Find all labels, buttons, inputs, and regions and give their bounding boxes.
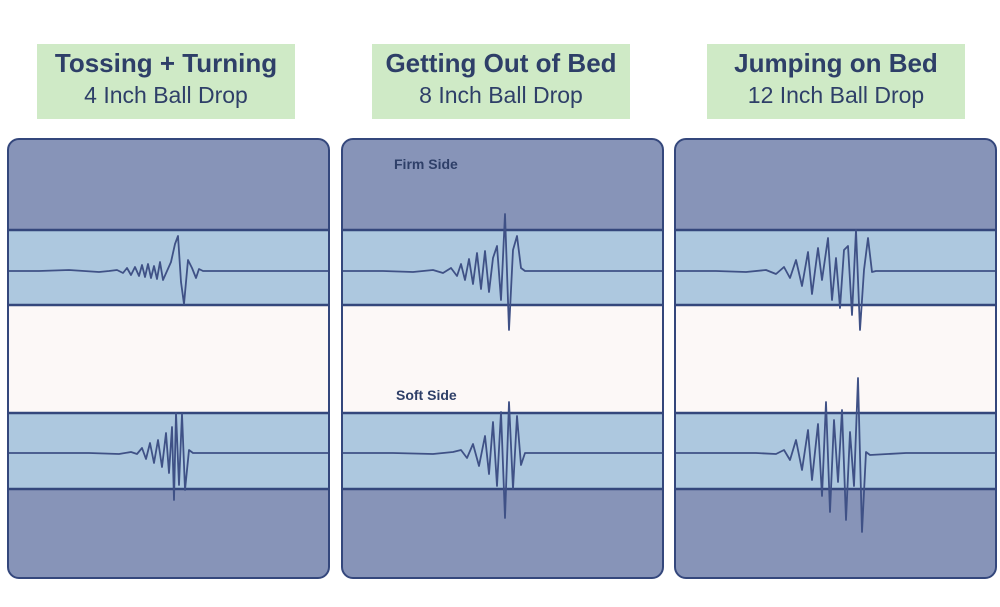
column-subtitle: 12 Inch Ball Drop [747, 82, 925, 108]
soft-wave-line [9, 412, 328, 501]
soft-wave-band [9, 413, 328, 489]
mattress-diagram [676, 228, 995, 533]
column-subtitle: 4 Inch Ball Drop [84, 82, 248, 108]
center-band [9, 305, 328, 413]
column-header-getting-out: Getting Out of Bed 8 Inch Ball Drop [372, 44, 630, 119]
firm-wave-line [676, 229, 995, 331]
column-subtitle: 8 Inch Ball Drop [419, 82, 583, 108]
center-band [343, 305, 662, 413]
soft-side-label: Soft Side [396, 387, 457, 403]
column-title: Jumping on Bed [734, 48, 938, 78]
mattress-diagram [9, 228, 328, 501]
firm-side-label: Firm Side [394, 156, 458, 172]
mattress-panel-jumping [674, 138, 997, 579]
mattress-panel-tossing [7, 138, 330, 579]
column-header-jumping: Jumping on Bed 12 Inch Ball Drop [707, 44, 965, 119]
column-title: Tossing + Turning [54, 48, 278, 78]
mattress-diagram: Firm Side Soft Side [343, 156, 662, 519]
column-header-tossing: Tossing + Turning 4 Inch Ball Drop [37, 44, 295, 119]
mattress-panel-getting-out: Firm Side Soft Side [341, 138, 664, 579]
firm-wave-line [343, 213, 662, 331]
center-band [676, 305, 995, 413]
column-title: Getting Out of Bed [385, 48, 617, 78]
soft-wave-line [343, 401, 662, 519]
soft-wave-line [676, 377, 995, 533]
firm-wave-line [9, 235, 328, 305]
